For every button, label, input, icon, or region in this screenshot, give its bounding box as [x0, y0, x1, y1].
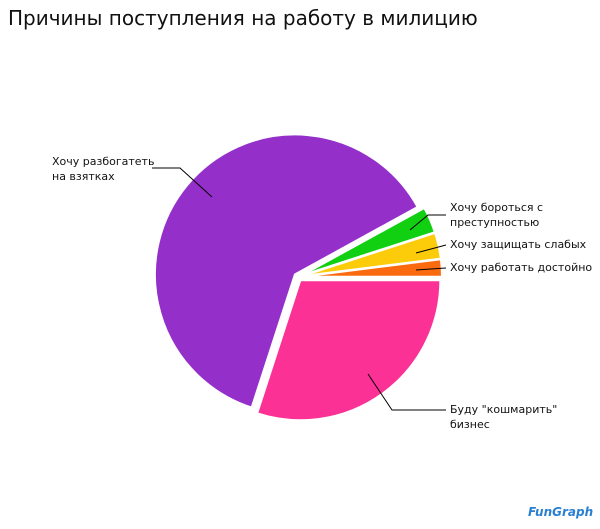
leader-line — [415, 267, 447, 271]
slice-label: Хочу работать достойно — [450, 261, 593, 274]
pie-slice — [255, 279, 442, 422]
leader-line — [409, 214, 446, 231]
leader-line — [415, 244, 447, 254]
leader-line — [152, 167, 213, 198]
slice-label: Хочу защищать слабых — [450, 238, 587, 251]
logo: FunGraph — [528, 505, 594, 519]
slice-label: Хочу разбогатеть на взятках — [52, 155, 155, 183]
chart-title: Причины поступления на работу в милицию — [8, 6, 478, 30]
leader-line — [367, 373, 446, 411]
slice-label: Хочу бороться с преступностью — [450, 201, 544, 229]
slice-label: Буду "кошмарить" бизнес — [450, 403, 558, 431]
pie-slice — [153, 133, 419, 409]
